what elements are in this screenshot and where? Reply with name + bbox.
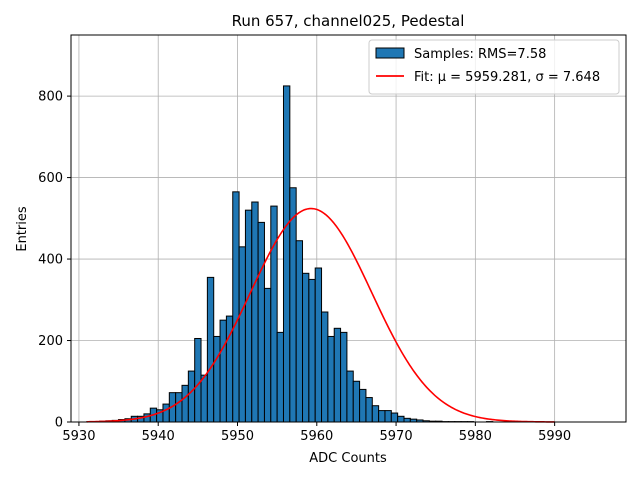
- legend-fit-label: Fit: μ = 5959.281, σ = 7.648: [414, 70, 600, 85]
- histogram-bar: [321, 311, 329, 423]
- fit-curve-group: [86, 207, 555, 423]
- x-tick-label: 5980: [459, 429, 492, 444]
- histogram-bar: [175, 392, 183, 423]
- histogram-bar: [282, 85, 291, 423]
- histogram-bar: [213, 335, 221, 423]
- x-tick-label: 5990: [538, 429, 571, 444]
- histogram-bar: [257, 221, 265, 423]
- histogram-bar: [327, 335, 335, 423]
- histogram-bar: [403, 417, 411, 423]
- x-tick-label: 5940: [142, 429, 175, 444]
- chart-title: Run 657, channel025, Pedestal: [232, 12, 465, 30]
- legend-box: [368, 39, 620, 95]
- histogram-bar: [295, 240, 304, 423]
- legend: Samples: RMS=7.58 Fit: μ = 5959.281, σ =…: [368, 39, 620, 95]
- histogram-bar: [194, 337, 202, 423]
- histogram-bar: [384, 410, 392, 423]
- x-tick-label: 5960: [300, 429, 333, 444]
- histogram-bar: [187, 370, 196, 423]
- histogram-bar: [365, 397, 373, 423]
- histogram-bar: [346, 370, 354, 423]
- grid-lines: [71, 35, 626, 423]
- histogram-bar: [200, 374, 208, 423]
- histogram-bar: [232, 191, 240, 423]
- y-tick-label: 0: [55, 416, 63, 431]
- histogram-bar: [270, 205, 278, 423]
- histogram-bar: [206, 276, 215, 423]
- y-tick-label: 600: [38, 171, 63, 186]
- histogram-bar: [263, 287, 272, 423]
- histogram-bar: [251, 201, 259, 423]
- histogram-bar: [397, 415, 405, 423]
- histogram-bar: [359, 388, 367, 423]
- histogram-bars: [86, 85, 494, 423]
- legend-histogram-swatch: [375, 47, 405, 59]
- x-tick-label: 5970: [380, 429, 413, 444]
- histogram-bar: [308, 278, 316, 423]
- histogram-bar: [276, 331, 284, 423]
- histogram-bar: [352, 380, 361, 423]
- y-tick-label: 800: [38, 90, 63, 105]
- histogram-bar: [143, 413, 151, 423]
- y-axis-label: Entries: [15, 206, 30, 252]
- histogram-bar: [340, 331, 348, 423]
- plot-frame: [70, 34, 627, 423]
- gaussian-fit-curve: [86, 207, 555, 423]
- histogram-bar: [162, 403, 170, 423]
- x-tick-label: 5930: [62, 429, 95, 444]
- y-tick-label: 200: [38, 334, 63, 349]
- histogram-bar: [181, 384, 189, 423]
- histogram-bar: [238, 246, 246, 423]
- histogram-bar: [289, 187, 297, 423]
- legend-histogram-label: Samples: RMS=7.58: [414, 47, 546, 62]
- histogram-bar: [371, 405, 380, 423]
- histogram-bar: [314, 267, 323, 423]
- histogram-bar: [219, 319, 227, 423]
- axis-ticks: 5930 5940 5950 5960 5970 5980 5990 0 200 400 600 80…: [38, 90, 571, 444]
- histogram-bar: [378, 410, 386, 423]
- histogram-bar: [390, 412, 399, 423]
- y-tick-label: 400: [38, 253, 63, 268]
- histogram-bar: [244, 209, 253, 423]
- histogram-bar: [302, 272, 310, 423]
- x-axis-label: ADC Counts: [309, 451, 387, 466]
- histogram-bar: [333, 327, 342, 423]
- x-tick-label: 5950: [221, 429, 254, 444]
